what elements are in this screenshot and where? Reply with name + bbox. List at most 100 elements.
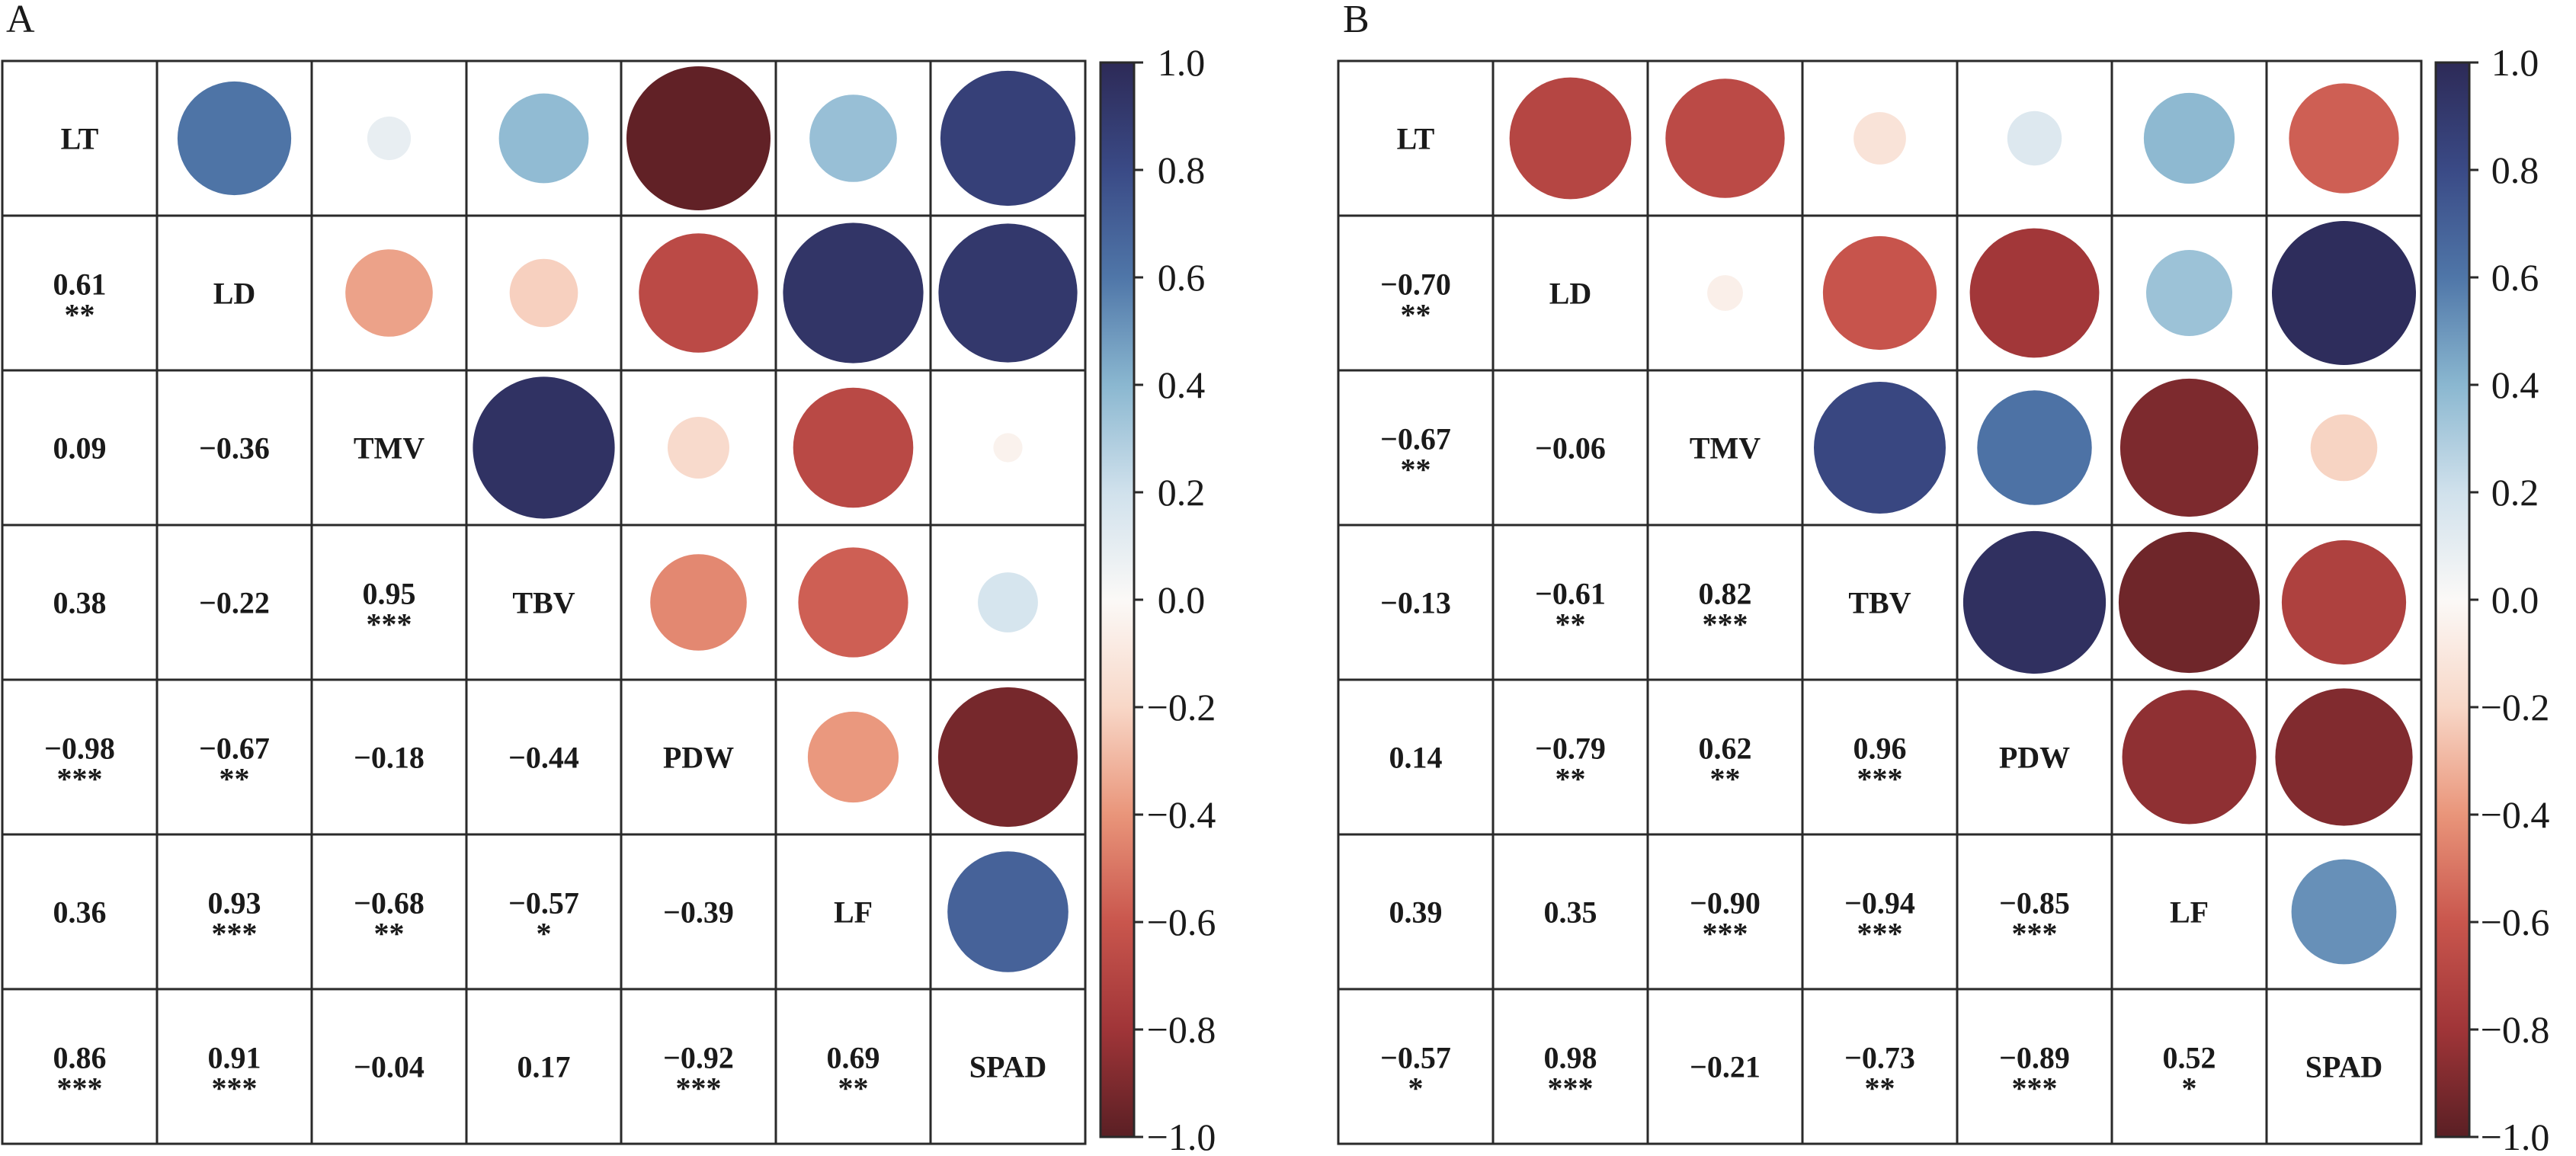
correlation-circle bbox=[177, 81, 292, 196]
correlation-value: −0.67 bbox=[199, 732, 270, 766]
correlation-circle bbox=[947, 851, 1069, 972]
correlation-value: −0.22 bbox=[199, 586, 270, 620]
correlation-value: −0.98 bbox=[44, 732, 115, 766]
grid-cell bbox=[465, 988, 623, 1145]
significance-marker: *** bbox=[1548, 1071, 1594, 1106]
correlation-circle bbox=[2275, 688, 2413, 826]
colorbar bbox=[1099, 61, 1136, 1138]
correlation-circle bbox=[1509, 77, 1632, 200]
significance-marker: ** bbox=[374, 917, 405, 951]
grid-cell bbox=[310, 988, 468, 1145]
grid-cell bbox=[1337, 678, 1495, 836]
correlation-circle bbox=[473, 376, 615, 519]
grid-cell bbox=[1491, 214, 1649, 372]
correlation-circle bbox=[793, 387, 914, 508]
correlation-value: −0.70 bbox=[1380, 267, 1451, 302]
correlation-value: 0.69 bbox=[827, 1041, 880, 1075]
grid-cell bbox=[1646, 988, 1804, 1145]
correlation-value: −0.13 bbox=[1380, 586, 1451, 620]
grid-cell bbox=[929, 988, 1087, 1145]
significance-marker: * bbox=[537, 917, 552, 951]
correlation-value: −0.68 bbox=[354, 886, 425, 921]
correlation-value: 0.61 bbox=[53, 267, 107, 302]
correlation-value: 0.52 bbox=[2163, 1041, 2216, 1075]
correlation-circle bbox=[938, 223, 1078, 363]
grid-cell bbox=[1, 833, 159, 991]
correlation-value: 0.35 bbox=[1544, 895, 1597, 930]
variable-label: LT bbox=[61, 122, 99, 156]
correlation-value: −0.67 bbox=[1380, 422, 1451, 456]
correlation-value: −0.92 bbox=[663, 1041, 734, 1075]
correlation-value: −0.04 bbox=[354, 1050, 425, 1084]
significance-marker: * bbox=[1408, 1071, 1424, 1106]
colorbar-tick-label: 1.0 bbox=[2491, 41, 2539, 84]
grid-cell bbox=[1956, 988, 2113, 1145]
significance-marker: *** bbox=[57, 1071, 103, 1106]
correlation-value: 0.95 bbox=[363, 577, 416, 611]
variable-label: LF bbox=[834, 895, 873, 930]
correlation-value: −0.61 bbox=[1535, 577, 1606, 611]
correlation-value: −0.94 bbox=[1844, 886, 1915, 921]
colorbar-tick-label: 0.8 bbox=[2491, 149, 2539, 191]
significance-marker: * bbox=[2182, 1071, 2197, 1106]
colorbar-tick-label: 0.4 bbox=[2491, 363, 2539, 406]
variable-label: LF bbox=[2170, 895, 2209, 930]
variable-label: TMV bbox=[354, 431, 425, 466]
grid-cell bbox=[155, 369, 313, 527]
variable-label: LT bbox=[1397, 122, 1435, 156]
correlation-value: 0.86 bbox=[53, 1041, 107, 1075]
significance-marker: ** bbox=[1556, 607, 1586, 642]
grid-cell bbox=[1, 214, 159, 372]
correlation-circle bbox=[978, 572, 1038, 632]
correlation-value: 0.14 bbox=[1389, 741, 1443, 775]
correlation-circle bbox=[345, 249, 433, 337]
colorbar-tick-label: 0.0 bbox=[2491, 578, 2539, 621]
correlation-circle bbox=[668, 417, 729, 479]
correlation-value: 0.09 bbox=[53, 431, 107, 466]
colorbar-tick-label: −0.8 bbox=[2481, 1008, 2550, 1051]
significance-marker: ** bbox=[1401, 298, 1431, 332]
grid-cell bbox=[1337, 59, 1495, 217]
variable-label: TMV bbox=[1690, 431, 1761, 466]
significance-marker: ** bbox=[219, 762, 250, 796]
correlation-circle bbox=[639, 233, 758, 353]
significance-marker: *** bbox=[1703, 607, 1748, 642]
significance-marker: *** bbox=[212, 1071, 258, 1106]
grid-cell bbox=[1337, 524, 1495, 681]
variable-label: PDW bbox=[1999, 741, 2070, 775]
correlation-value: −0.36 bbox=[199, 431, 270, 466]
correlation-value: −0.57 bbox=[508, 886, 579, 921]
correlation-value: 0.93 bbox=[208, 886, 261, 921]
variable-label: TBV bbox=[1848, 586, 1911, 620]
grid-cell bbox=[1337, 214, 1495, 372]
correlation-value: 0.39 bbox=[1389, 895, 1443, 930]
grid-cell bbox=[1, 678, 159, 836]
grid-cell bbox=[155, 524, 313, 681]
colorbar-tick-label: −1.0 bbox=[2481, 1116, 2550, 1156]
correlation-value: 0.98 bbox=[1544, 1041, 1597, 1075]
grid-cell bbox=[1, 59, 159, 217]
correlation-value: 0.38 bbox=[53, 586, 107, 620]
significance-marker: *** bbox=[57, 762, 103, 796]
correlation-circle bbox=[367, 116, 412, 161]
correlation-circle bbox=[650, 554, 747, 651]
correlation-value: −0.73 bbox=[1844, 1041, 1915, 1075]
grid-cell bbox=[1, 524, 159, 681]
colorbar-tick-label: −0.2 bbox=[2481, 686, 2550, 729]
correlation-circle bbox=[809, 94, 897, 182]
variable-label: TBV bbox=[512, 586, 575, 620]
correlation-circle bbox=[2272, 221, 2416, 365]
panel-label: B bbox=[1343, 0, 1370, 41]
correlation-circle bbox=[2118, 531, 2260, 674]
grid-cell bbox=[2265, 988, 2423, 1145]
grid-cell bbox=[1801, 524, 1959, 681]
correlation-circle bbox=[940, 70, 1076, 207]
correlation-circle bbox=[498, 93, 589, 184]
correlation-value: −0.18 bbox=[354, 741, 425, 775]
panel-b: BLT−0.70**LD−0.67**−0.06 TMV−0.13 −0.61**0… bbox=[1337, 0, 2550, 1156]
colorbar-tick-label: −0.4 bbox=[2481, 793, 2550, 836]
correlation-circle bbox=[2310, 414, 2378, 482]
correlation-value: −0.90 bbox=[1690, 886, 1761, 921]
correlation-circle bbox=[2291, 859, 2397, 965]
